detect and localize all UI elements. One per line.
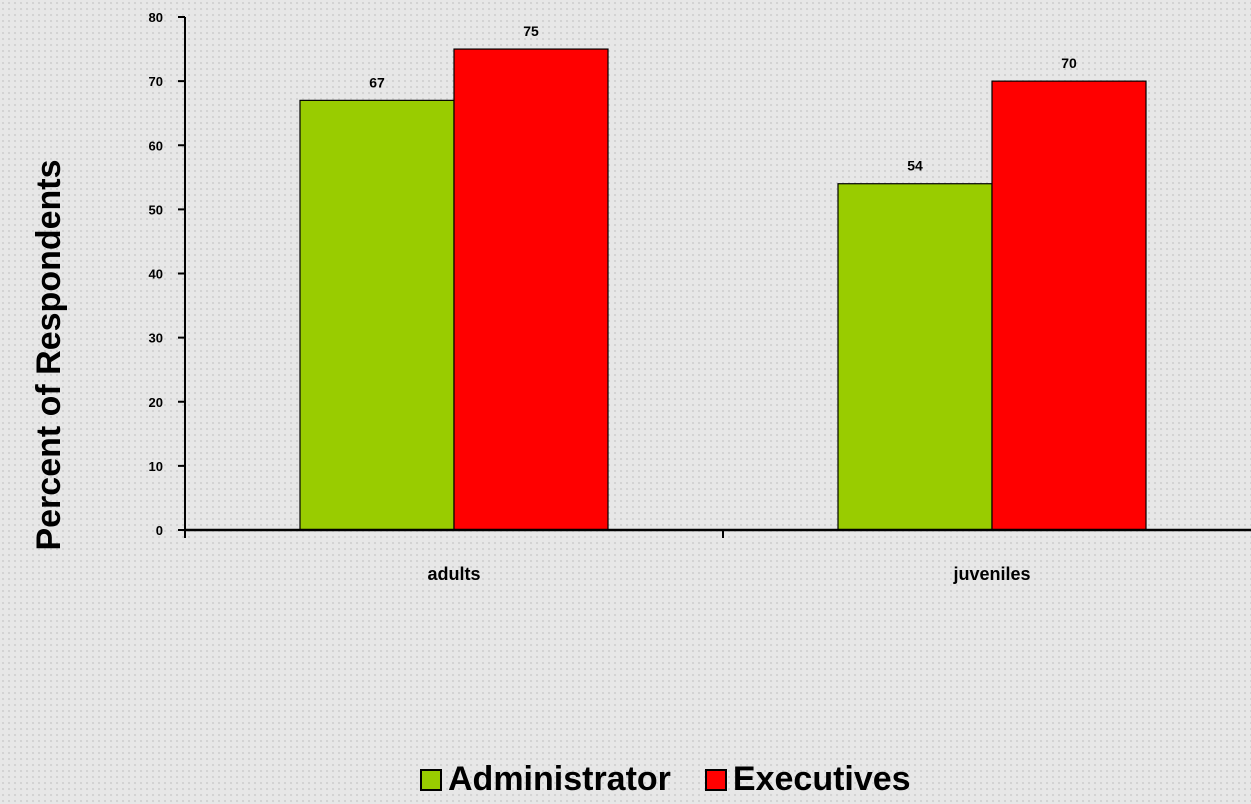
legend-swatch-executives [704,768,727,791]
y-tick-label: 0 [156,523,163,538]
data-label: 67 [369,74,385,90]
y-tick-label: 70 [149,74,163,89]
y-tick-label: 60 [149,138,163,153]
x-category-label: adults [427,564,480,584]
y-tick-label: 80 [149,10,163,25]
y-axis-title: Percent of Respondents [30,159,68,550]
bar-administrator-adults [299,99,455,531]
data-label: 70 [1061,55,1077,71]
y-tick-label: 20 [149,395,163,410]
legend-label-executives: Executives [732,760,911,798]
y-tick-label: 10 [149,459,163,474]
legend-swatch-administrator [420,768,442,791]
data-label: 54 [907,158,923,174]
legend-item-executives: Executives [704,760,911,799]
bar-executives-juveniles [991,80,1147,531]
legend-label-administrator: Administrator [448,760,671,798]
bar-administrator-juveniles [837,183,993,531]
legend: Administrator Executives [420,760,945,799]
y-tick-label: 50 [149,202,163,217]
bar-executives-adults [453,48,609,531]
x-category-label: juveniles [952,564,1030,584]
y-tick-label: 30 [149,331,163,346]
data-label: 75 [523,23,539,39]
y-tick-label: 40 [149,267,163,282]
legend-item-administrator: Administrator [420,760,671,799]
